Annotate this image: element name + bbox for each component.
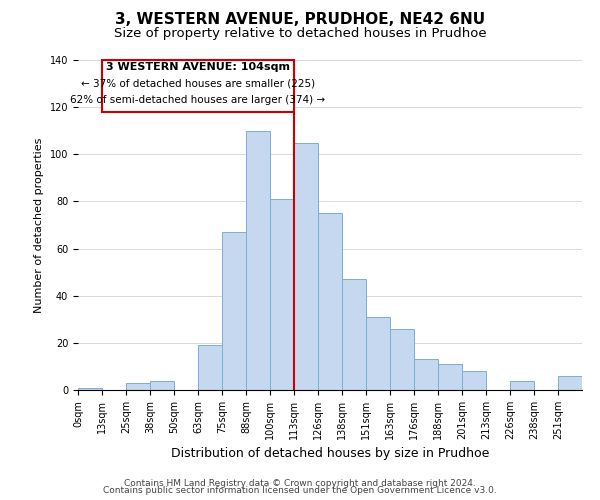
Bar xyxy=(414,360,438,390)
FancyBboxPatch shape xyxy=(102,60,294,112)
Bar xyxy=(510,380,534,390)
Bar xyxy=(246,130,270,390)
Bar xyxy=(126,383,150,390)
Bar xyxy=(222,232,246,390)
Text: Contains public sector information licensed under the Open Government Licence v3: Contains public sector information licen… xyxy=(103,486,497,495)
Text: 3, WESTERN AVENUE, PRUDHOE, NE42 6NU: 3, WESTERN AVENUE, PRUDHOE, NE42 6NU xyxy=(115,12,485,28)
Bar xyxy=(198,345,222,390)
Text: Size of property relative to detached houses in Prudhoe: Size of property relative to detached ho… xyxy=(113,28,487,40)
Bar xyxy=(390,328,414,390)
Bar xyxy=(462,371,486,390)
Text: ← 37% of detached houses are smaller (225): ← 37% of detached houses are smaller (22… xyxy=(81,79,315,89)
X-axis label: Distribution of detached houses by size in Prudhoe: Distribution of detached houses by size … xyxy=(171,448,489,460)
Bar xyxy=(318,213,342,390)
Text: 3 WESTERN AVENUE: 104sqm: 3 WESTERN AVENUE: 104sqm xyxy=(106,62,290,72)
Bar xyxy=(558,376,582,390)
Bar xyxy=(270,199,294,390)
Bar xyxy=(342,279,366,390)
Bar xyxy=(366,317,390,390)
Bar xyxy=(294,142,318,390)
Bar xyxy=(438,364,462,390)
Bar xyxy=(78,388,102,390)
Bar xyxy=(150,380,174,390)
Text: Contains HM Land Registry data © Crown copyright and database right 2024.: Contains HM Land Registry data © Crown c… xyxy=(124,478,476,488)
Y-axis label: Number of detached properties: Number of detached properties xyxy=(34,138,44,312)
Text: 62% of semi-detached houses are larger (374) →: 62% of semi-detached houses are larger (… xyxy=(70,96,326,106)
